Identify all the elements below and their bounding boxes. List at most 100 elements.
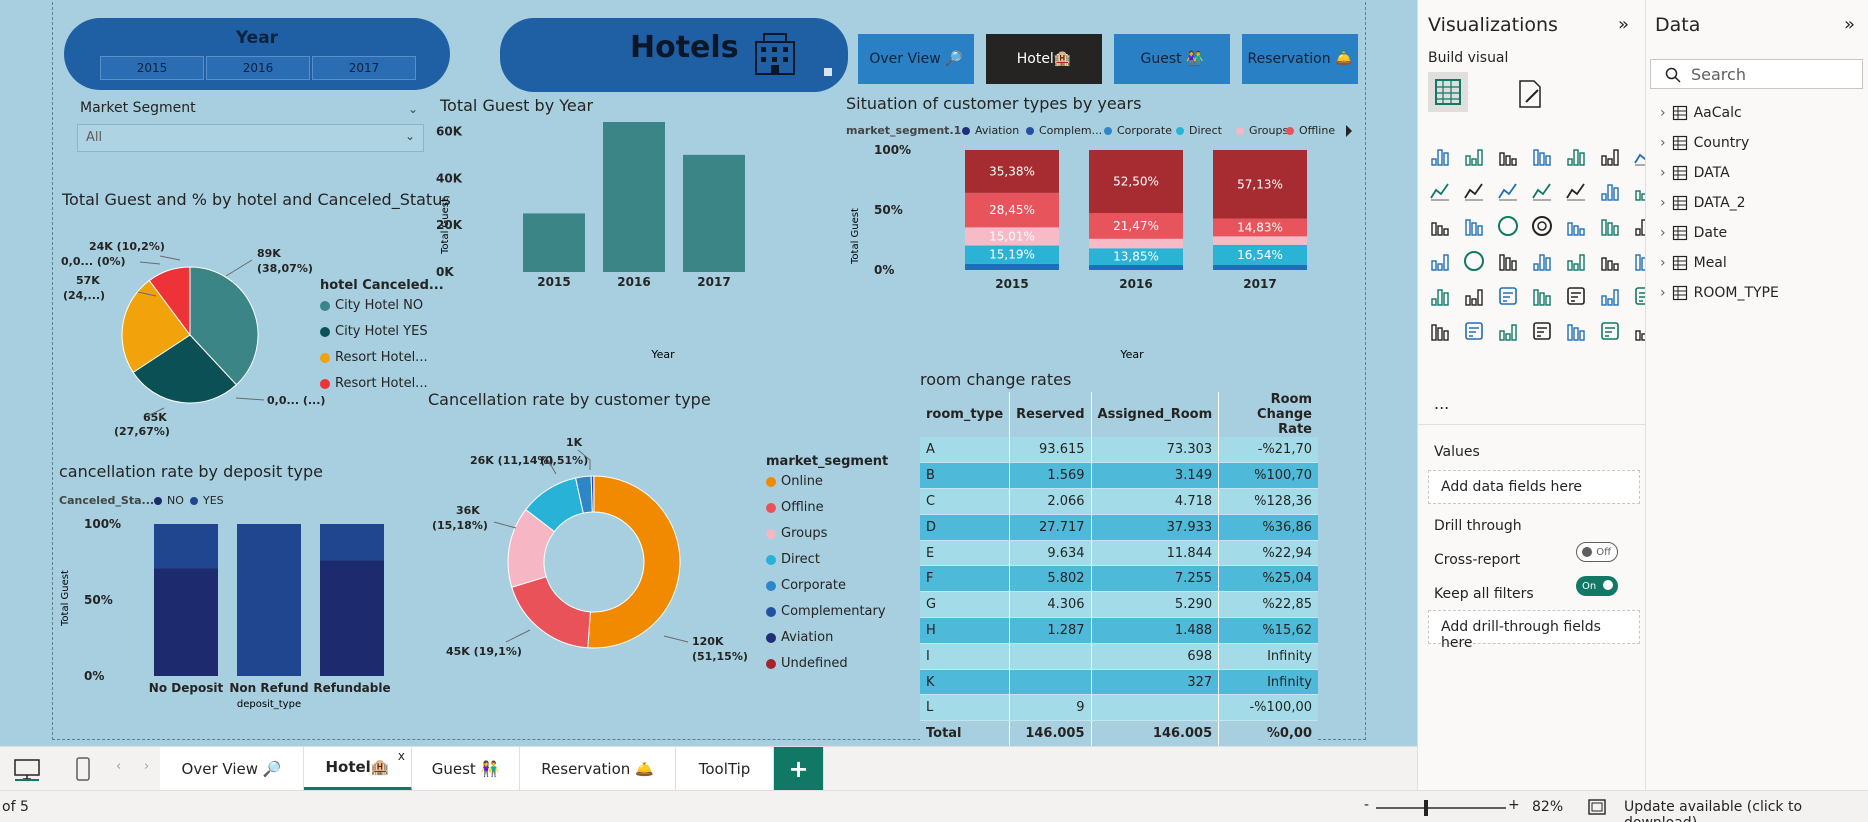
- pie-visual-icon[interactable]: [1496, 214, 1520, 238]
- table-row[interactable]: L 9 -%100,00: [920, 694, 1318, 722]
- decomp-tree-visual-icon[interactable]: [1564, 284, 1588, 308]
- 100-column-visual-icon[interactable]: [1598, 144, 1622, 168]
- data-table-aacalc[interactable]: › AaCalc: [1660, 105, 1742, 121]
- data-table-data_2[interactable]: › DATA_2: [1660, 195, 1746, 211]
- area-visual-icon[interactable]: [1428, 179, 1452, 203]
- legend-complementary[interactable]: Complem...: [1026, 124, 1102, 137]
- funnel-visual-icon[interactable]: [1428, 214, 1452, 238]
- close-tab-icon[interactable]: x: [397, 749, 405, 763]
- trophy-visual-icon[interactable]: [1462, 319, 1486, 343]
- stack-segment[interactable]: [1213, 236, 1307, 245]
- stack-segment[interactable]: [154, 524, 218, 569]
- col-room-type[interactable]: room_type: [926, 407, 1004, 422]
- stack-segment[interactable]: [965, 227, 1059, 246]
- stack-segment[interactable]: [154, 568, 218, 676]
- paginated-visual-icon[interactable]: [1428, 319, 1452, 343]
- build-visual-tab-icon[interactable]: [1428, 72, 1468, 112]
- slice-online[interactable]: [587, 475, 681, 649]
- bar-2016[interactable]: [603, 122, 665, 272]
- waterfall-visual-icon[interactable]: [1564, 179, 1588, 203]
- stack-segment[interactable]: [320, 524, 384, 561]
- ribbon-visual-icon[interactable]: [1496, 179, 1520, 203]
- banner-resize-handle[interactable]: [824, 68, 832, 76]
- multi-card-visual-icon[interactable]: [1530, 249, 1554, 273]
- legend-aviation[interactable]: Aviation: [962, 124, 1019, 137]
- year-2015-button[interactable]: 2015: [100, 56, 204, 80]
- table-row[interactable]: H 1.287 1.488 %15,62: [920, 617, 1318, 644]
- update-notice[interactable]: Update available (click to download): [1624, 799, 1803, 822]
- prev-page-arrow-icon[interactable]: ‹: [116, 759, 122, 774]
- data-table-data[interactable]: › DATA: [1660, 165, 1730, 181]
- year-2016-button[interactable]: 2016: [206, 56, 310, 80]
- desktop-view-icon[interactable]: [14, 759, 40, 781]
- table-row[interactable]: F 5.802 7.255 %25,04: [920, 565, 1318, 593]
- collapse-viz-pane-icon[interactable]: »: [1618, 14, 1630, 35]
- pie-legend-city-no[interactable]: City Hotel NO: [320, 298, 423, 313]
- expand-chevron-icon[interactable]: ›: [1660, 165, 1666, 181]
- keep-filters-toggle[interactable]: On: [1576, 576, 1618, 596]
- r-visual-visual-icon[interactable]: [1462, 284, 1486, 308]
- slice-resort-hotel-no[interactable]: [121, 279, 191, 374]
- data-table-country[interactable]: › Country: [1660, 135, 1749, 151]
- donut-visual-icon[interactable]: [1530, 214, 1554, 238]
- stack-segment[interactable]: [965, 192, 1059, 228]
- data-table-meal[interactable]: › Meal: [1660, 255, 1727, 271]
- table-row[interactable]: I 698 Infinity: [920, 643, 1318, 670]
- nav-reservation-button[interactable]: Reservation 🛎️: [1242, 34, 1358, 84]
- slice-offline[interactable]: [511, 576, 591, 649]
- collapse-data-pane-icon[interactable]: »: [1844, 14, 1856, 35]
- stack-segment[interactable]: [1213, 218, 1307, 237]
- expand-chevron-icon[interactable]: ›: [1660, 255, 1666, 271]
- col-assigned-room[interactable]: Assigned_Room: [1090, 392, 1219, 437]
- donut-legend-groups[interactable]: Groups: [766, 526, 827, 541]
- table-row[interactable]: D 27.717 37.933 %36,86: [920, 514, 1318, 541]
- qa-visual-icon[interactable]: [1598, 284, 1622, 308]
- stacked-column-visual-icon[interactable]: [1462, 144, 1486, 168]
- donut-legend-undefined[interactable]: Undefined: [766, 656, 848, 671]
- stack-segment[interactable]: [1213, 264, 1307, 270]
- year-2017-button[interactable]: 2017: [312, 56, 416, 80]
- table-row[interactable]: C 2.066 4.718 %128,36: [920, 488, 1318, 515]
- legend-no[interactable]: NO: [154, 494, 184, 507]
- expand-chevron-icon[interactable]: ›: [1660, 135, 1666, 151]
- stack-segment[interactable]: [1089, 213, 1183, 239]
- slicer-visual-icon[interactable]: [1598, 249, 1622, 273]
- clustered-column-visual-icon[interactable]: [1530, 144, 1554, 168]
- col-room-change-rate[interactable]: Room Change Rate: [1218, 392, 1318, 437]
- fit-page-icon[interactable]: [1588, 799, 1606, 815]
- stack-segment[interactable]: [1213, 150, 1307, 219]
- donut-legend-offline[interactable]: Offline: [766, 500, 824, 515]
- donut-legend-online[interactable]: Online: [766, 474, 823, 489]
- zoom-out-button[interactable]: -: [1364, 797, 1370, 813]
- donut-legend-complementary[interactable]: Complementary: [766, 604, 886, 619]
- stack-segment[interactable]: [1213, 244, 1307, 265]
- stack-segment[interactable]: [1089, 264, 1183, 270]
- data-table-room_type[interactable]: › ROOM_TYPE: [1660, 285, 1779, 301]
- tab-overview[interactable]: Over View 🔎: [160, 747, 304, 791]
- stack-segment[interactable]: [1089, 248, 1183, 265]
- tab-tooltip[interactable]: ToolTip: [676, 747, 774, 791]
- stack-segment[interactable]: [1089, 238, 1183, 249]
- donut-legend-aviation[interactable]: Aviation: [766, 630, 833, 645]
- table-row[interactable]: B 1.569 3.149 %100,70: [920, 462, 1318, 490]
- add-page-button[interactable]: +: [774, 747, 824, 791]
- table-row[interactable]: A 93.615 73.303 -%21,70: [920, 437, 1318, 464]
- slicer-new-visual-icon[interactable]: [1564, 319, 1588, 343]
- kpi-visual-icon[interactable]: [1564, 249, 1588, 273]
- expand-chevron-icon[interactable]: ›: [1660, 105, 1666, 121]
- slice-resort-hotel-yes[interactable]: [148, 266, 191, 337]
- python-visual-icon[interactable]: [1496, 284, 1520, 308]
- legend-corporate[interactable]: Corporate: [1104, 124, 1172, 137]
- add-drill-through-well[interactable]: Add drill-through fields here: [1428, 610, 1640, 651]
- zoom-in-button[interactable]: +: [1508, 797, 1520, 813]
- data-table-date[interactable]: › Date: [1660, 225, 1727, 241]
- legend-next-arrow-icon[interactable]: [1344, 124, 1354, 138]
- zoom-slider-thumb[interactable]: [1424, 800, 1428, 816]
- matrix-visual-icon[interactable]: [1428, 284, 1452, 308]
- market-segment-dropdown[interactable]: All ⌄: [77, 124, 424, 152]
- legend-direct[interactable]: Direct: [1176, 124, 1222, 137]
- cross-report-toggle[interactable]: Off: [1576, 542, 1618, 562]
- map-visual-icon[interactable]: [1598, 214, 1622, 238]
- table-row[interactable]: K 327 Infinity: [920, 669, 1318, 696]
- expand-chevron-icon[interactable]: ›: [1660, 285, 1666, 301]
